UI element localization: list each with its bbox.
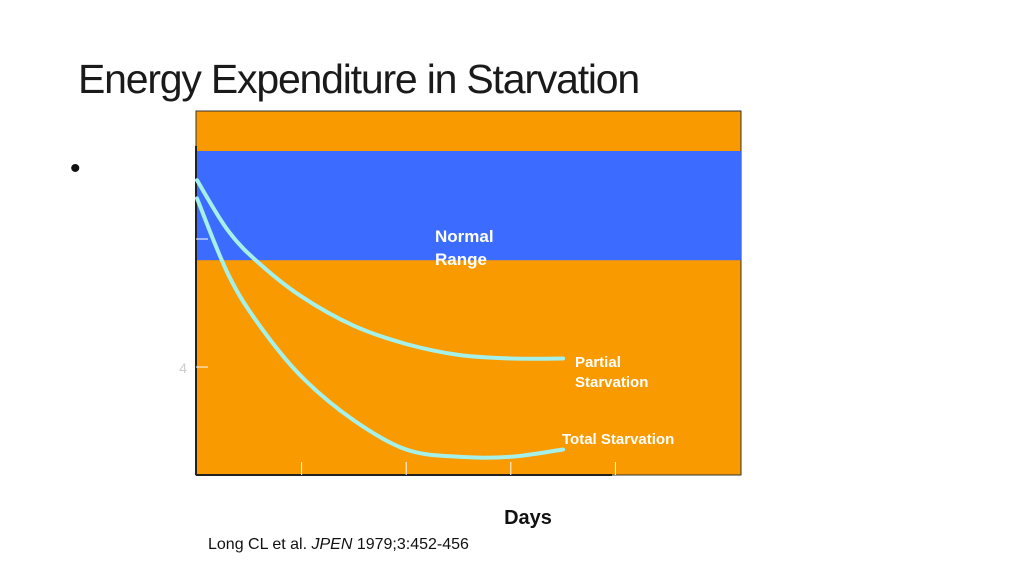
partial-starvation-curve xyxy=(195,178,566,361)
curves xyxy=(195,178,566,460)
partial-starvation-label-line2: Starvation xyxy=(575,374,648,391)
citation-journal: JPEN xyxy=(311,536,353,553)
normal-range-label-line1: Normal xyxy=(435,227,494,246)
total-starvation-curve xyxy=(195,196,566,460)
slide-title: Energy Expenditure in Starvation xyxy=(78,56,640,102)
normal-range-band xyxy=(196,151,741,261)
total-starvation-label: Total Starvation xyxy=(562,431,674,448)
normal-range-label-line2: Range xyxy=(435,250,487,269)
partial-starvation-label-line1: Partial xyxy=(575,354,621,371)
y-tick-label: 4 xyxy=(179,360,187,376)
bullet-point: • xyxy=(70,152,81,185)
x-ticks xyxy=(301,462,616,475)
citation-authors: Long CL et al. xyxy=(208,536,312,553)
citation: Long CL et al. JPEN 1979;3:452-456 xyxy=(208,536,469,554)
x-axis-label: Days xyxy=(504,507,552,529)
citation-ref: 1979;3:452-456 xyxy=(352,536,469,553)
